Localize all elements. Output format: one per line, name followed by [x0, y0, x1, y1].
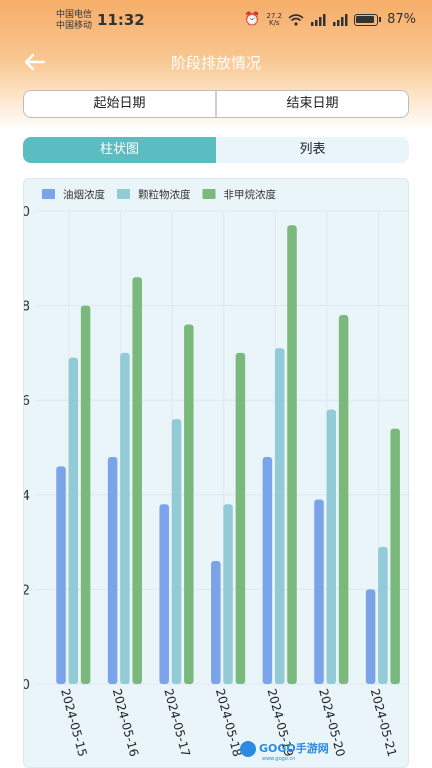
bar-0-3	[211, 561, 221, 684]
status-bar: 中国电信 中国移动 11:32 ⏰ 27.2 K/s 87%	[0, 0, 432, 40]
signal-icon-2	[333, 13, 348, 26]
clock: 11:32	[97, 11, 145, 29]
chart-card: 0 2 4 6 8 10 油烟浓度 颗粒物浓度 非甲烷浓度 2024-05-15 2024-05-1…	[23, 178, 410, 768]
y-tick-label-4: 8	[24, 300, 30, 315]
bar-1-4	[274, 348, 285, 684]
bar-chart: 0 2 4 6 8 10 油烟浓度 颗粒物浓度 非甲烷浓度 2024-05-15 2024-05-1…	[24, 188, 410, 758]
back-button[interactable]	[18, 48, 50, 76]
alarm-icon: ⏰	[244, 12, 261, 27]
tab-list[interactable]: 列表	[299, 142, 326, 157]
bar-0-0	[56, 466, 66, 684]
carrier-2: 中国移动	[56, 21, 93, 31]
y-tick-label-2: 4	[24, 489, 30, 504]
bar-2-5	[338, 315, 349, 684]
legend-label-1: 颗粒物浓度	[138, 188, 191, 201]
bar-0-4	[262, 456, 273, 684]
page-title: 阶段排放情况	[170, 54, 261, 72]
battery-icon	[354, 13, 379, 26]
start-date-button[interactable]: 起始日期	[93, 96, 146, 111]
date-filter: 起始日期 结束日期	[23, 90, 409, 118]
bar-2-0	[80, 305, 91, 684]
bar-1-6	[378, 546, 388, 684]
status-icons: ⏰ 27.2 K/s 87%	[244, 12, 416, 27]
nav-bar: 阶段排放情况	[0, 44, 432, 80]
x-tick-label-6: 2024-05-21	[368, 687, 400, 758]
net-speed-unit: K/s	[268, 18, 280, 27]
legend-swatch-1	[117, 189, 130, 199]
tab-bar-chart[interactable]: 柱状图	[23, 137, 216, 163]
carrier-info: 中国电信 中国移动	[56, 10, 92, 32]
y-tick-label-5: 10	[24, 205, 30, 220]
x-tick-label-1: 2024-05-16	[110, 687, 142, 758]
x-tick-label-2: 2024-05-17	[161, 687, 193, 758]
legend-swatch-0	[42, 189, 55, 199]
bar-1-0	[68, 357, 79, 684]
bar-1-1	[120, 352, 130, 684]
bar-0-5	[314, 499, 324, 684]
bar-0-6	[365, 589, 376, 684]
bar-1-2	[171, 419, 182, 684]
x-tick-label-0: 2024-05-15	[58, 687, 90, 758]
wifi-icon	[288, 13, 304, 26]
bar-2-4	[287, 225, 297, 684]
watermark-text: GOGO手游网	[259, 741, 329, 755]
bar-0-2	[159, 504, 169, 684]
view-tabs: 柱状图 列表	[23, 137, 409, 163]
battery-cap	[379, 17, 382, 22]
bar-0-1	[107, 456, 118, 684]
bar-2-3	[235, 352, 246, 684]
signal-icon-1	[311, 13, 326, 26]
bar-2-2	[184, 324, 194, 684]
watermark-sub: www.gogo.cn	[262, 756, 295, 762]
legend-label-0: 油烟浓度	[63, 188, 105, 201]
legend-label-2: 非甲烷浓度	[224, 188, 277, 201]
net-speed-value: 27.2	[266, 11, 283, 20]
legend-swatch-2	[202, 189, 216, 199]
y-tick-label-1: 2	[24, 583, 30, 598]
carrier-1: 中国电信	[56, 10, 93, 20]
back-arrow-icon	[24, 53, 46, 71]
y-tick-label-0: 0	[24, 678, 30, 693]
end-date-button[interactable]: 结束日期	[215, 91, 408, 117]
bar-2-6	[390, 428, 400, 684]
net-speed: 27.2 K/s	[266, 11, 283, 27]
battery-level: 87%	[387, 12, 416, 27]
bar-1-5	[326, 409, 337, 684]
bar-1-3	[223, 504, 233, 684]
watermark-logo: GOGO手游网 www.gogo.cn	[240, 741, 329, 762]
y-tick-label-3: 6	[24, 394, 30, 409]
bar-2-1	[132, 277, 142, 684]
